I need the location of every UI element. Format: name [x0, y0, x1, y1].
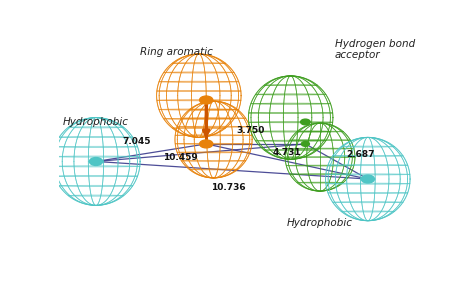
Text: Hydrophobic: Hydrophobic — [287, 218, 353, 228]
Circle shape — [200, 96, 213, 104]
Text: 4.731: 4.731 — [273, 148, 301, 157]
Text: 3.750: 3.750 — [236, 126, 264, 135]
Text: Ring aromatic: Ring aromatic — [140, 47, 213, 57]
Circle shape — [361, 175, 374, 183]
Circle shape — [301, 119, 310, 125]
Circle shape — [200, 140, 213, 148]
Text: 10.736: 10.736 — [211, 183, 246, 192]
Circle shape — [301, 142, 310, 146]
Text: 7.045: 7.045 — [122, 137, 151, 146]
Text: Hydrogen bond
acceptor: Hydrogen bond acceptor — [335, 39, 415, 60]
Text: Hydrophobic: Hydrophobic — [63, 117, 129, 127]
Text: 10.459: 10.459 — [163, 152, 198, 162]
Text: 2.687: 2.687 — [346, 150, 375, 159]
Circle shape — [90, 158, 102, 165]
